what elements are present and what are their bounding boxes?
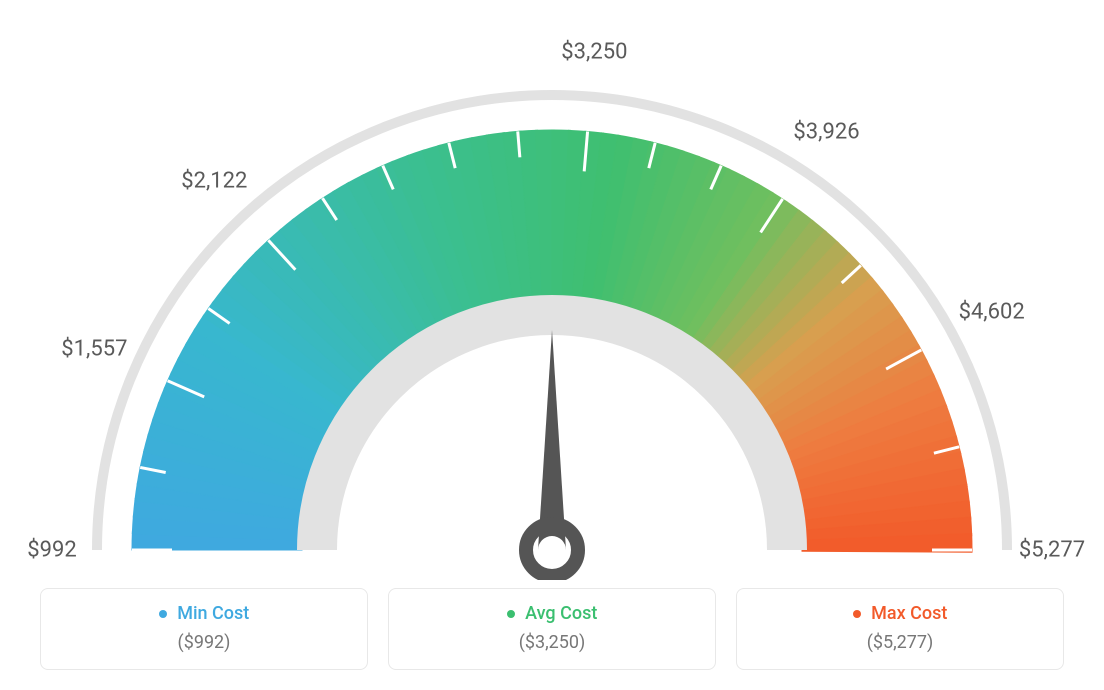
gauge-tick-label: $4,602 [959,299,1025,324]
legend-min: Min Cost ($992) [40,588,368,670]
legend-avg-label: Avg Cost [409,603,695,624]
legend: Min Cost ($992) Avg Cost ($3,250) Max Co… [40,588,1064,670]
legend-avg: Avg Cost ($3,250) [388,588,716,670]
gauge-tick-label: $1,557 [61,336,127,361]
gauge-tick-label: $3,250 [561,39,627,64]
gauge-chart: $992 $1,557 $2,122 $3,250 $3,926 $4,602 $5,277 [0,20,1104,580]
dot-icon [853,610,861,618]
legend-min-value: ($992) [61,632,347,653]
dot-icon [507,610,515,618]
gauge-svg [0,20,1104,580]
legend-max-label-text: Max Cost [871,603,947,624]
legend-max-value: ($5,277) [757,632,1043,653]
gauge-tick-label: $992 [27,538,76,563]
gauge-tick-label: $5,277 [1019,538,1085,563]
legend-max: Max Cost ($5,277) [736,588,1064,670]
legend-min-label-text: Min Cost [177,603,249,624]
legend-avg-value: ($3,250) [409,632,695,653]
gauge-tick-label: $2,122 [181,169,247,194]
dot-icon [159,610,167,618]
gauge-tick-label: $3,926 [793,120,859,145]
legend-min-label: Min Cost [61,603,347,624]
legend-max-label: Max Cost [757,603,1043,624]
legend-avg-label-text: Avg Cost [525,603,597,624]
